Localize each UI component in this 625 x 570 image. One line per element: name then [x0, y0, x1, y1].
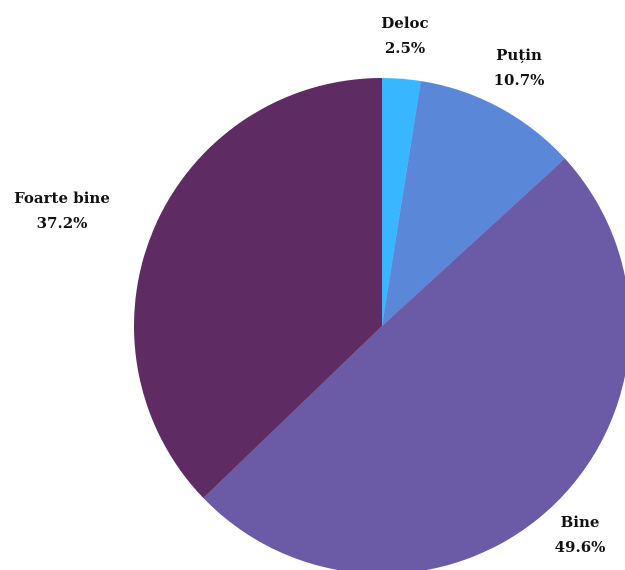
pie-slice-puțin: [382, 81, 565, 326]
slice-value-label: 2.5%: [385, 39, 425, 57]
slice-category-label: Bine: [561, 513, 600, 531]
pie-labels: Deloc 2.5% Puțin 10.7% Bine 49.6% Foarte bine 3…: [14, 14, 605, 556]
pie-slice-deloc: [382, 78, 421, 326]
pie-slice-foarte-bine: [133, 78, 382, 499]
pie-slices: [133, 78, 625, 570]
pie-slice-bine: [203, 158, 625, 570]
slice-category-label: Deloc: [381, 14, 428, 32]
slice-value-label: 10.7%: [494, 71, 545, 89]
slice-value-label: 37.2%: [37, 214, 88, 232]
slice-value-label: 49.6%: [555, 538, 606, 556]
slice-category-label: Foarte bine: [14, 189, 110, 207]
slice-category-label: Puțin: [496, 46, 542, 64]
